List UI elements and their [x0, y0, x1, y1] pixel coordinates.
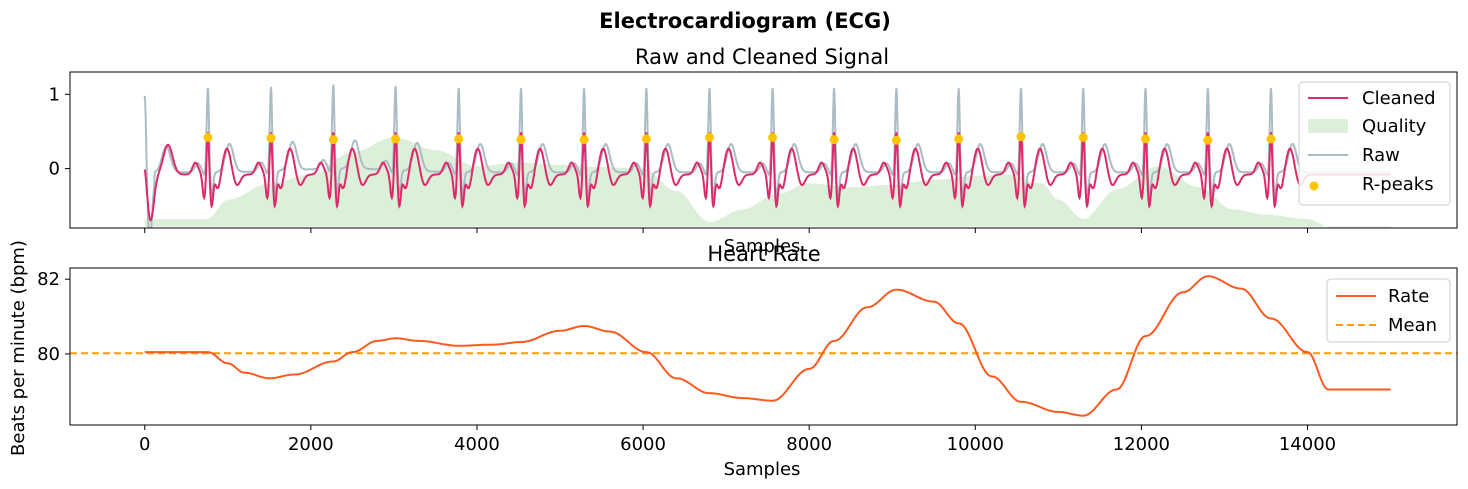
- signal-axes-frame: [69, 71, 1458, 229]
- r-peak-point: [891, 135, 901, 145]
- heart-rate-y-tick-label: 82: [37, 269, 60, 290]
- signal-panel-title: Raw and Cleaned Signal: [635, 45, 889, 69]
- r-peak-point: [1141, 134, 1150, 144]
- r-peak-point: [391, 134, 401, 144]
- heart-rate-legend: Rate Mean: [1326, 278, 1451, 343]
- r-peak-point: [454, 134, 464, 144]
- cleaned-signal-line: [143, 132, 1391, 222]
- heart-rate-x-tick-label: 6000: [620, 434, 666, 455]
- signal-legend: Cleaned Quality Raw R-peaks: [1298, 81, 1451, 206]
- heart-rate-x-tick-label: 12000: [1113, 434, 1170, 455]
- signal-legend-box: [1298, 81, 1451, 206]
- heart-rate-y-axis-label: Beats per minute (bpm): [8, 240, 29, 456]
- r-peak-point: [705, 132, 714, 142]
- r-peak-point: [203, 132, 213, 142]
- figure-title: Electrocardiogram (ECG): [599, 9, 891, 33]
- signal-y-tick-label: 0: [49, 159, 60, 180]
- heart-rate-x-tick-label: 0: [139, 434, 150, 455]
- signal-y-tick-label: 1: [49, 84, 60, 105]
- r-peak-point: [579, 135, 589, 145]
- signal-x-axis-label: Samples: [724, 236, 801, 257]
- raw-signal-line: [143, 84, 1391, 228]
- signal-legend-label: Quality: [1362, 116, 1427, 137]
- r-peak-point: [1266, 134, 1276, 144]
- heart-rate-legend-box: [1326, 278, 1451, 343]
- r-peak-point: [829, 135, 839, 145]
- r-peak-point: [266, 133, 276, 143]
- r-peak-point: [516, 135, 526, 145]
- heart-rate-axes-frame: [69, 267, 1458, 426]
- r-peak-point: [1078, 132, 1088, 142]
- r-peak-point: [1203, 135, 1213, 145]
- heart-rate-x-tick-label: 14000: [1279, 434, 1336, 455]
- r-peak-point: [328, 135, 338, 145]
- heart-rate-y-tick-label: 80: [37, 344, 60, 365]
- heart-rate-x-axis-label: Samples: [724, 459, 801, 480]
- heart-rate-panel: Heart Rate 0 2000 4000 6000 8000 10000 12000 14…: [8, 240, 1458, 480]
- signal-panel: Raw and Cleaned Signal 0 1 Samples Cleane…: [49, 45, 1458, 257]
- heart-rate-x-tick-label: 10000: [947, 434, 1004, 455]
- legend-quality-swatch: [1308, 119, 1348, 133]
- r-peak-point: [1016, 132, 1026, 142]
- signal-legend-label: Cleaned: [1362, 88, 1436, 109]
- legend-rpeaks-swatch: [1309, 181, 1319, 191]
- signal-legend-label: R-peaks: [1362, 174, 1434, 195]
- heart-rate-x-tick-label: 4000: [454, 434, 500, 455]
- heart-rate-line: [144, 275, 1391, 417]
- heart-rate-legend-label: Mean: [1388, 315, 1437, 336]
- heart-rate-x-tick-label: 8000: [786, 434, 832, 455]
- heart-rate-legend-label: Rate: [1388, 286, 1429, 307]
- r-peak-point: [641, 134, 651, 144]
- r-peak-point: [768, 132, 778, 142]
- signal-legend-label: Raw: [1362, 145, 1400, 166]
- r-peak-point: [954, 134, 964, 144]
- heart-rate-x-tick-label: 2000: [288, 434, 334, 455]
- heart-rate-panel-title: Heart Rate: [707, 242, 820, 266]
